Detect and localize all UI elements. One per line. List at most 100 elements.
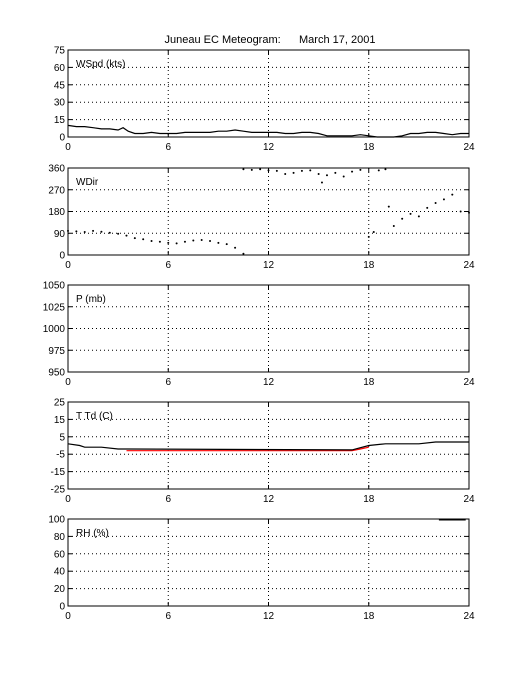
x-tick-label: 18 <box>363 611 375 622</box>
plot-frame <box>67 518 470 607</box>
data-point <box>284 173 287 176</box>
y-tick-label: 950 <box>48 368 65 379</box>
data-point <box>133 237 136 240</box>
x-tick-label: 24 <box>463 142 475 153</box>
y-tick-label: 1050 <box>43 281 66 292</box>
y-tick-label: 20 <box>54 584 66 595</box>
y-tick-label: 270 <box>48 185 65 196</box>
x-tick-label: 12 <box>263 260 275 271</box>
data-point <box>401 217 404 220</box>
panel-4: -25 -15 -5 5 15 25 0 6 12 18 24 T Td (C) <box>51 398 475 506</box>
x-tick-label: 6 <box>165 494 171 505</box>
data-point <box>217 241 220 244</box>
plot-frame <box>67 401 470 490</box>
panel-5: 0 20 40 60 80 100 0 6 12 18 24 RH (%) <box>48 515 475 623</box>
y-tick-label: -15 <box>51 467 66 478</box>
data-point <box>377 169 380 172</box>
data-point <box>175 242 178 245</box>
data-point <box>234 246 237 249</box>
data-point <box>125 234 128 237</box>
figure-title: Juneau EC Meteogram: March 17, 2001 <box>164 34 376 46</box>
y-tick-label: 45 <box>54 80 66 91</box>
x-tick-label: 0 <box>65 142 71 153</box>
data-point <box>158 240 161 243</box>
data-point <box>242 252 245 255</box>
data-point <box>150 239 153 242</box>
panel-label: P (mb) <box>76 294 106 305</box>
data-point <box>92 229 95 232</box>
data-point <box>209 239 212 242</box>
data-point <box>167 241 170 244</box>
data-point <box>359 168 362 171</box>
y-tick-label: -5 <box>56 450 65 461</box>
data-point <box>372 231 375 234</box>
y-tick-label: 360 <box>48 164 65 175</box>
data-point <box>225 243 228 246</box>
y-tick-label: 180 <box>48 207 65 218</box>
data-point <box>117 232 120 235</box>
data-point <box>75 230 78 233</box>
data-point <box>426 206 429 209</box>
data-point <box>320 181 323 184</box>
x-tick-label: 12 <box>263 494 275 505</box>
x-tick-label: 18 <box>363 260 375 271</box>
x-tick-label: 6 <box>165 142 171 153</box>
y-tick-label: 15 <box>54 415 66 426</box>
data-point <box>100 230 103 233</box>
x-tick-label: 0 <box>65 611 71 622</box>
y-tick-label: 100 <box>48 515 65 526</box>
data-point <box>351 170 354 173</box>
y-tick-label: 40 <box>54 567 66 578</box>
plot-frame <box>67 49 470 138</box>
data-point <box>267 169 270 172</box>
y-tick-label: 0 <box>59 602 65 613</box>
y-tick-label: 60 <box>54 63 66 74</box>
y-tick-label: -25 <box>51 485 66 496</box>
data-point <box>259 168 262 171</box>
x-tick-label: 6 <box>165 377 171 388</box>
data-point <box>409 212 412 215</box>
x-tick-label: 24 <box>463 377 475 388</box>
y-tick-label: 0 <box>59 133 65 144</box>
data-point <box>367 235 370 238</box>
y-tick-label: 975 <box>48 346 65 357</box>
data-point <box>417 215 420 218</box>
data-point <box>250 168 253 171</box>
y-tick-label: 80 <box>54 532 66 543</box>
data-point <box>342 175 345 178</box>
panel-label: T Td (C) <box>76 411 113 422</box>
y-tick-label: 0 <box>59 251 65 262</box>
x-tick-label: 0 <box>65 377 71 388</box>
data-point <box>442 198 445 201</box>
x-tick-label: 18 <box>363 494 375 505</box>
panel-2: 0 90 180 270 360 0 6 12 18 24 WDir <box>48 164 475 272</box>
panel-3: 950 975 1000 1025 1050 0 6 12 18 24 P (mb) <box>43 281 475 389</box>
data-point <box>183 240 186 243</box>
y-tick-label: 25 <box>54 398 66 409</box>
series-line <box>67 441 469 451</box>
x-tick-label: 18 <box>363 377 375 388</box>
data-point <box>334 171 337 174</box>
x-tick-label: 12 <box>263 611 275 622</box>
x-tick-label: 24 <box>463 494 475 505</box>
data-point <box>108 231 111 234</box>
data-point <box>242 168 245 171</box>
data-point <box>275 169 278 172</box>
data-point <box>83 231 86 234</box>
data-point <box>459 210 462 213</box>
data-point <box>67 229 69 232</box>
panel-label: WSpd (kts) <box>76 59 125 70</box>
data-point <box>317 173 320 176</box>
x-tick-label: 12 <box>263 377 275 388</box>
panel-1: 0 15 30 45 60 75 0 6 12 18 24 WSpd (kts) <box>54 46 475 154</box>
x-tick-label: 6 <box>165 260 171 271</box>
data-point <box>192 239 195 242</box>
data-point <box>142 238 145 241</box>
y-tick-label: 5 <box>59 432 65 443</box>
y-tick-label: 90 <box>54 229 66 240</box>
data-point <box>292 171 295 174</box>
series-line <box>67 124 469 138</box>
x-tick-label: 0 <box>65 494 71 505</box>
